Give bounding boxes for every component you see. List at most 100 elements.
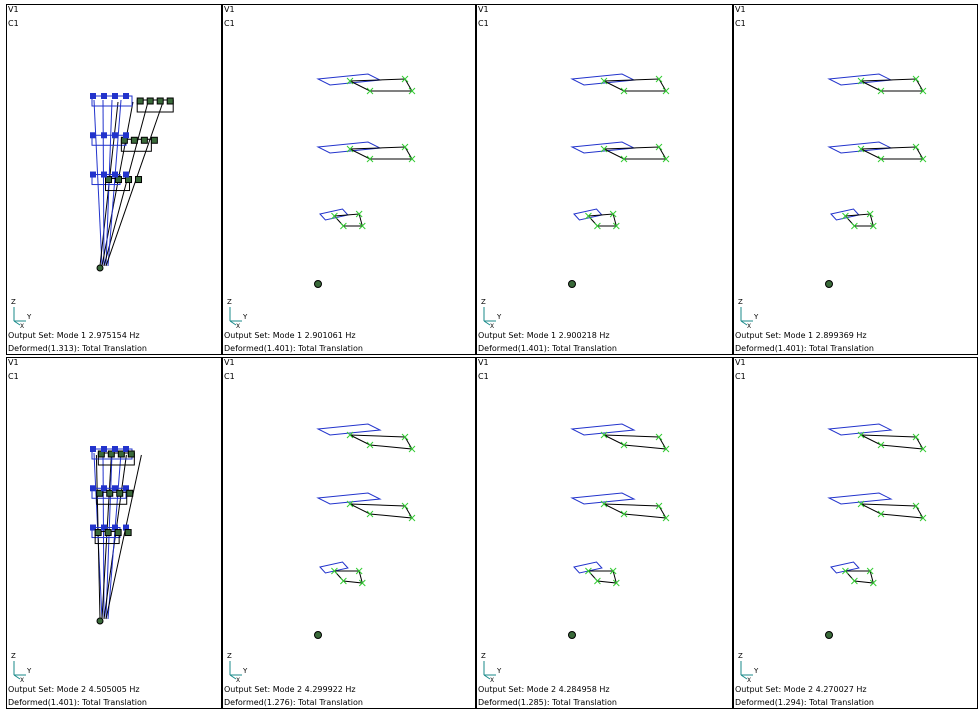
viewport-frame — [477, 5, 733, 355]
node-box — [112, 172, 118, 178]
base-node — [97, 618, 103, 624]
deformed-label: Deformed(1.313): Total Translation — [8, 344, 147, 353]
triad-y: Y — [242, 667, 248, 675]
viewport-frame — [477, 358, 733, 709]
triad-z: Z — [481, 298, 486, 306]
node-box — [147, 98, 153, 104]
view-label: V1 — [8, 358, 19, 367]
triad-x: X — [747, 323, 751, 330]
case-label: C1 — [8, 19, 19, 28]
triad-y: Y — [753, 667, 759, 675]
node-box — [117, 490, 123, 496]
view-label: V1 — [8, 5, 19, 14]
node-box — [123, 172, 129, 178]
output-set: Output Set: Mode 1 2.900218 Hz — [478, 331, 610, 340]
node-box — [151, 137, 157, 143]
output-set: Output Set: Mode 2 4.299922 Hz — [224, 685, 356, 694]
triad-x: X — [20, 677, 24, 684]
viewport-frame — [734, 5, 978, 355]
output-set: Output Set: Mode 1 2.901061 Hz — [224, 331, 356, 340]
triad-y: Y — [26, 667, 32, 675]
node-box — [136, 177, 142, 183]
triad-x: X — [747, 677, 751, 684]
triad-x: X — [490, 323, 494, 330]
triad-y: Y — [496, 313, 502, 321]
node-box — [101, 93, 107, 99]
case-label: C1 — [224, 372, 235, 381]
deformed-label: Deformed(1.285): Total Translation — [478, 698, 617, 707]
node-box — [107, 490, 113, 496]
triad-z: Z — [738, 298, 743, 306]
base-node — [315, 281, 322, 288]
triad-y: Y — [242, 313, 248, 321]
node-box — [95, 530, 101, 536]
node-box — [125, 530, 131, 536]
node-box — [90, 132, 96, 138]
viewport-frame — [7, 358, 222, 709]
viewport: V1C1Output Set: Mode 2 4.505005 HzDeform… — [7, 358, 222, 709]
triad-x: X — [20, 323, 24, 330]
view-label: V1 — [735, 358, 746, 367]
triad-z: Z — [227, 652, 232, 660]
node-box — [115, 530, 121, 536]
output-set: Output Set: Mode 1 2.899369 Hz — [735, 331, 867, 340]
case-label: C1 — [224, 19, 235, 28]
output-set: Output Set: Mode 2 4.284958 Hz — [478, 685, 610, 694]
case-label: C1 — [735, 372, 746, 381]
node-box — [128, 451, 134, 457]
base-node — [826, 281, 833, 288]
viewport-frame — [223, 358, 476, 709]
triad-y: Y — [753, 313, 759, 321]
node-box — [90, 93, 96, 99]
triad-x: X — [490, 677, 494, 684]
node-box — [112, 93, 118, 99]
deformed-label: Deformed(1.401): Total Translation — [8, 698, 147, 707]
viewport-frame — [7, 5, 222, 355]
node-box — [101, 172, 107, 178]
node-box — [123, 132, 129, 138]
node-box — [105, 530, 111, 536]
viewport-frame — [734, 358, 978, 709]
viewport: V1 C1 Output Set: Mode 1 2.975154 Hz Deform… — [7, 5, 222, 355]
node-box — [157, 98, 163, 104]
base-node — [569, 281, 576, 288]
node-box — [101, 485, 107, 491]
view-label: V1 — [478, 358, 489, 367]
deformed-label: Deformed(1.401): Total Translation — [224, 344, 363, 353]
node-box — [141, 137, 147, 143]
triad-x: X — [236, 323, 240, 330]
triad-z: Z — [227, 298, 232, 306]
base-node — [97, 265, 103, 271]
triad-y: Y — [26, 313, 32, 321]
node-box — [90, 446, 96, 452]
output-set: Output Set: Mode 2 4.270027 Hz — [735, 685, 867, 694]
case-label: C1 — [478, 19, 489, 28]
node-box — [112, 132, 118, 138]
base-node — [569, 632, 576, 639]
node-box — [131, 137, 137, 143]
node-box — [112, 446, 118, 452]
viewport: V1 C1 Output Set: Mode 1 2.901061 Hz Deform… — [223, 5, 476, 355]
view-label: V1 — [478, 5, 489, 14]
viewport: V1 C1 Output Set: Mode 1 2.900218 Hz Deform… — [477, 5, 733, 355]
node-box — [137, 98, 143, 104]
viewport: V1 C1 Output Set: Mode 2 4.284958 Hz Deform… — [477, 358, 733, 709]
deformed-label: Deformed(1.401): Total Translation — [478, 344, 617, 353]
view-label: V1 — [735, 5, 746, 14]
case-label: C1 — [478, 372, 489, 381]
output-set: Output Set: Mode 1 2.975154 Hz — [8, 331, 140, 340]
triad-y: Y — [496, 667, 502, 675]
output-set: Output Set: Mode 2 4.505005 Hz — [8, 685, 140, 694]
node-box — [123, 93, 129, 99]
node-box — [167, 98, 173, 104]
viewport-grid: V1 C1 Output Set: Mode 1 2.975154 Hz Deform… — [0, 0, 978, 709]
node-box — [101, 132, 107, 138]
view-label: V1 — [224, 5, 235, 14]
triad-z: Z — [738, 652, 743, 660]
node-box — [101, 446, 107, 452]
node-box — [90, 485, 96, 491]
viewport: V1C1Output Set: Mode 2 4.270027 HzDeform… — [734, 358, 978, 709]
node-box — [127, 490, 133, 496]
view-label: V1 — [224, 358, 235, 367]
